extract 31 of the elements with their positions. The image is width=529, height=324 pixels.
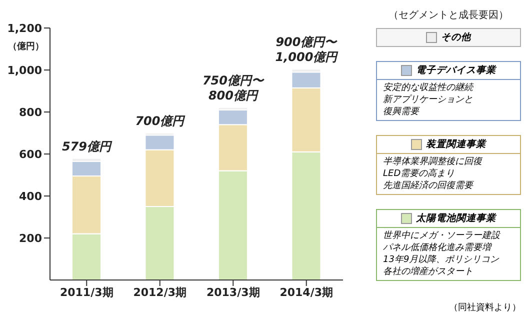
text: 復興需要 [383,106,421,118]
legend-label: その他 [377,29,520,46]
legend-label: 太陽電池関連事業 [377,210,520,228]
legend-label: 装置関連事業 [377,136,520,154]
text: パネル低価格化進み需要増 [383,242,493,254]
y-tick-label: 600 [19,148,42,161]
text: LED需要の高まり [383,168,456,180]
y-tick-label: 400 [19,190,42,203]
x-tick-label: 2012/3期 [133,286,187,299]
text: 世界中にメガ・ソーラー建設 [383,230,502,242]
total-label: 579億円 [62,139,113,154]
total-label: 700億円 [135,114,186,128]
text: 新アプリケーションと [383,94,474,106]
text: （同社資料より） [449,302,521,314]
text: 安定的な収益性の継続 [383,82,475,94]
text: 13年9月以降、ポリシリコン [383,254,500,266]
x-tick-label: 2013/3期 [206,286,260,299]
x-tick-label: 2014/3期 [280,286,334,299]
text: 各社の増産がスタート [383,266,474,278]
y-tick-label: 1,200 [7,22,42,35]
y-tick-label: 1,000 [7,64,42,77]
text: 半導体業界調整後に回復 [383,156,484,168]
text: 先進国経済の回復需要 [383,180,475,192]
legend-title: （セグメントと成長要因） [388,8,510,22]
total-label: 750億円〜 800億円 [202,73,264,102]
total-label: 900億円〜 1,000億円 [275,35,340,64]
y-tick-label: 200 [19,232,42,245]
y-tick-label: 800 [19,106,42,119]
legend-label: 電子デバイス事業 [377,62,520,80]
y-axis-title: （億円） [8,40,44,53]
x-tick-label: 2011/3期 [60,286,114,299]
